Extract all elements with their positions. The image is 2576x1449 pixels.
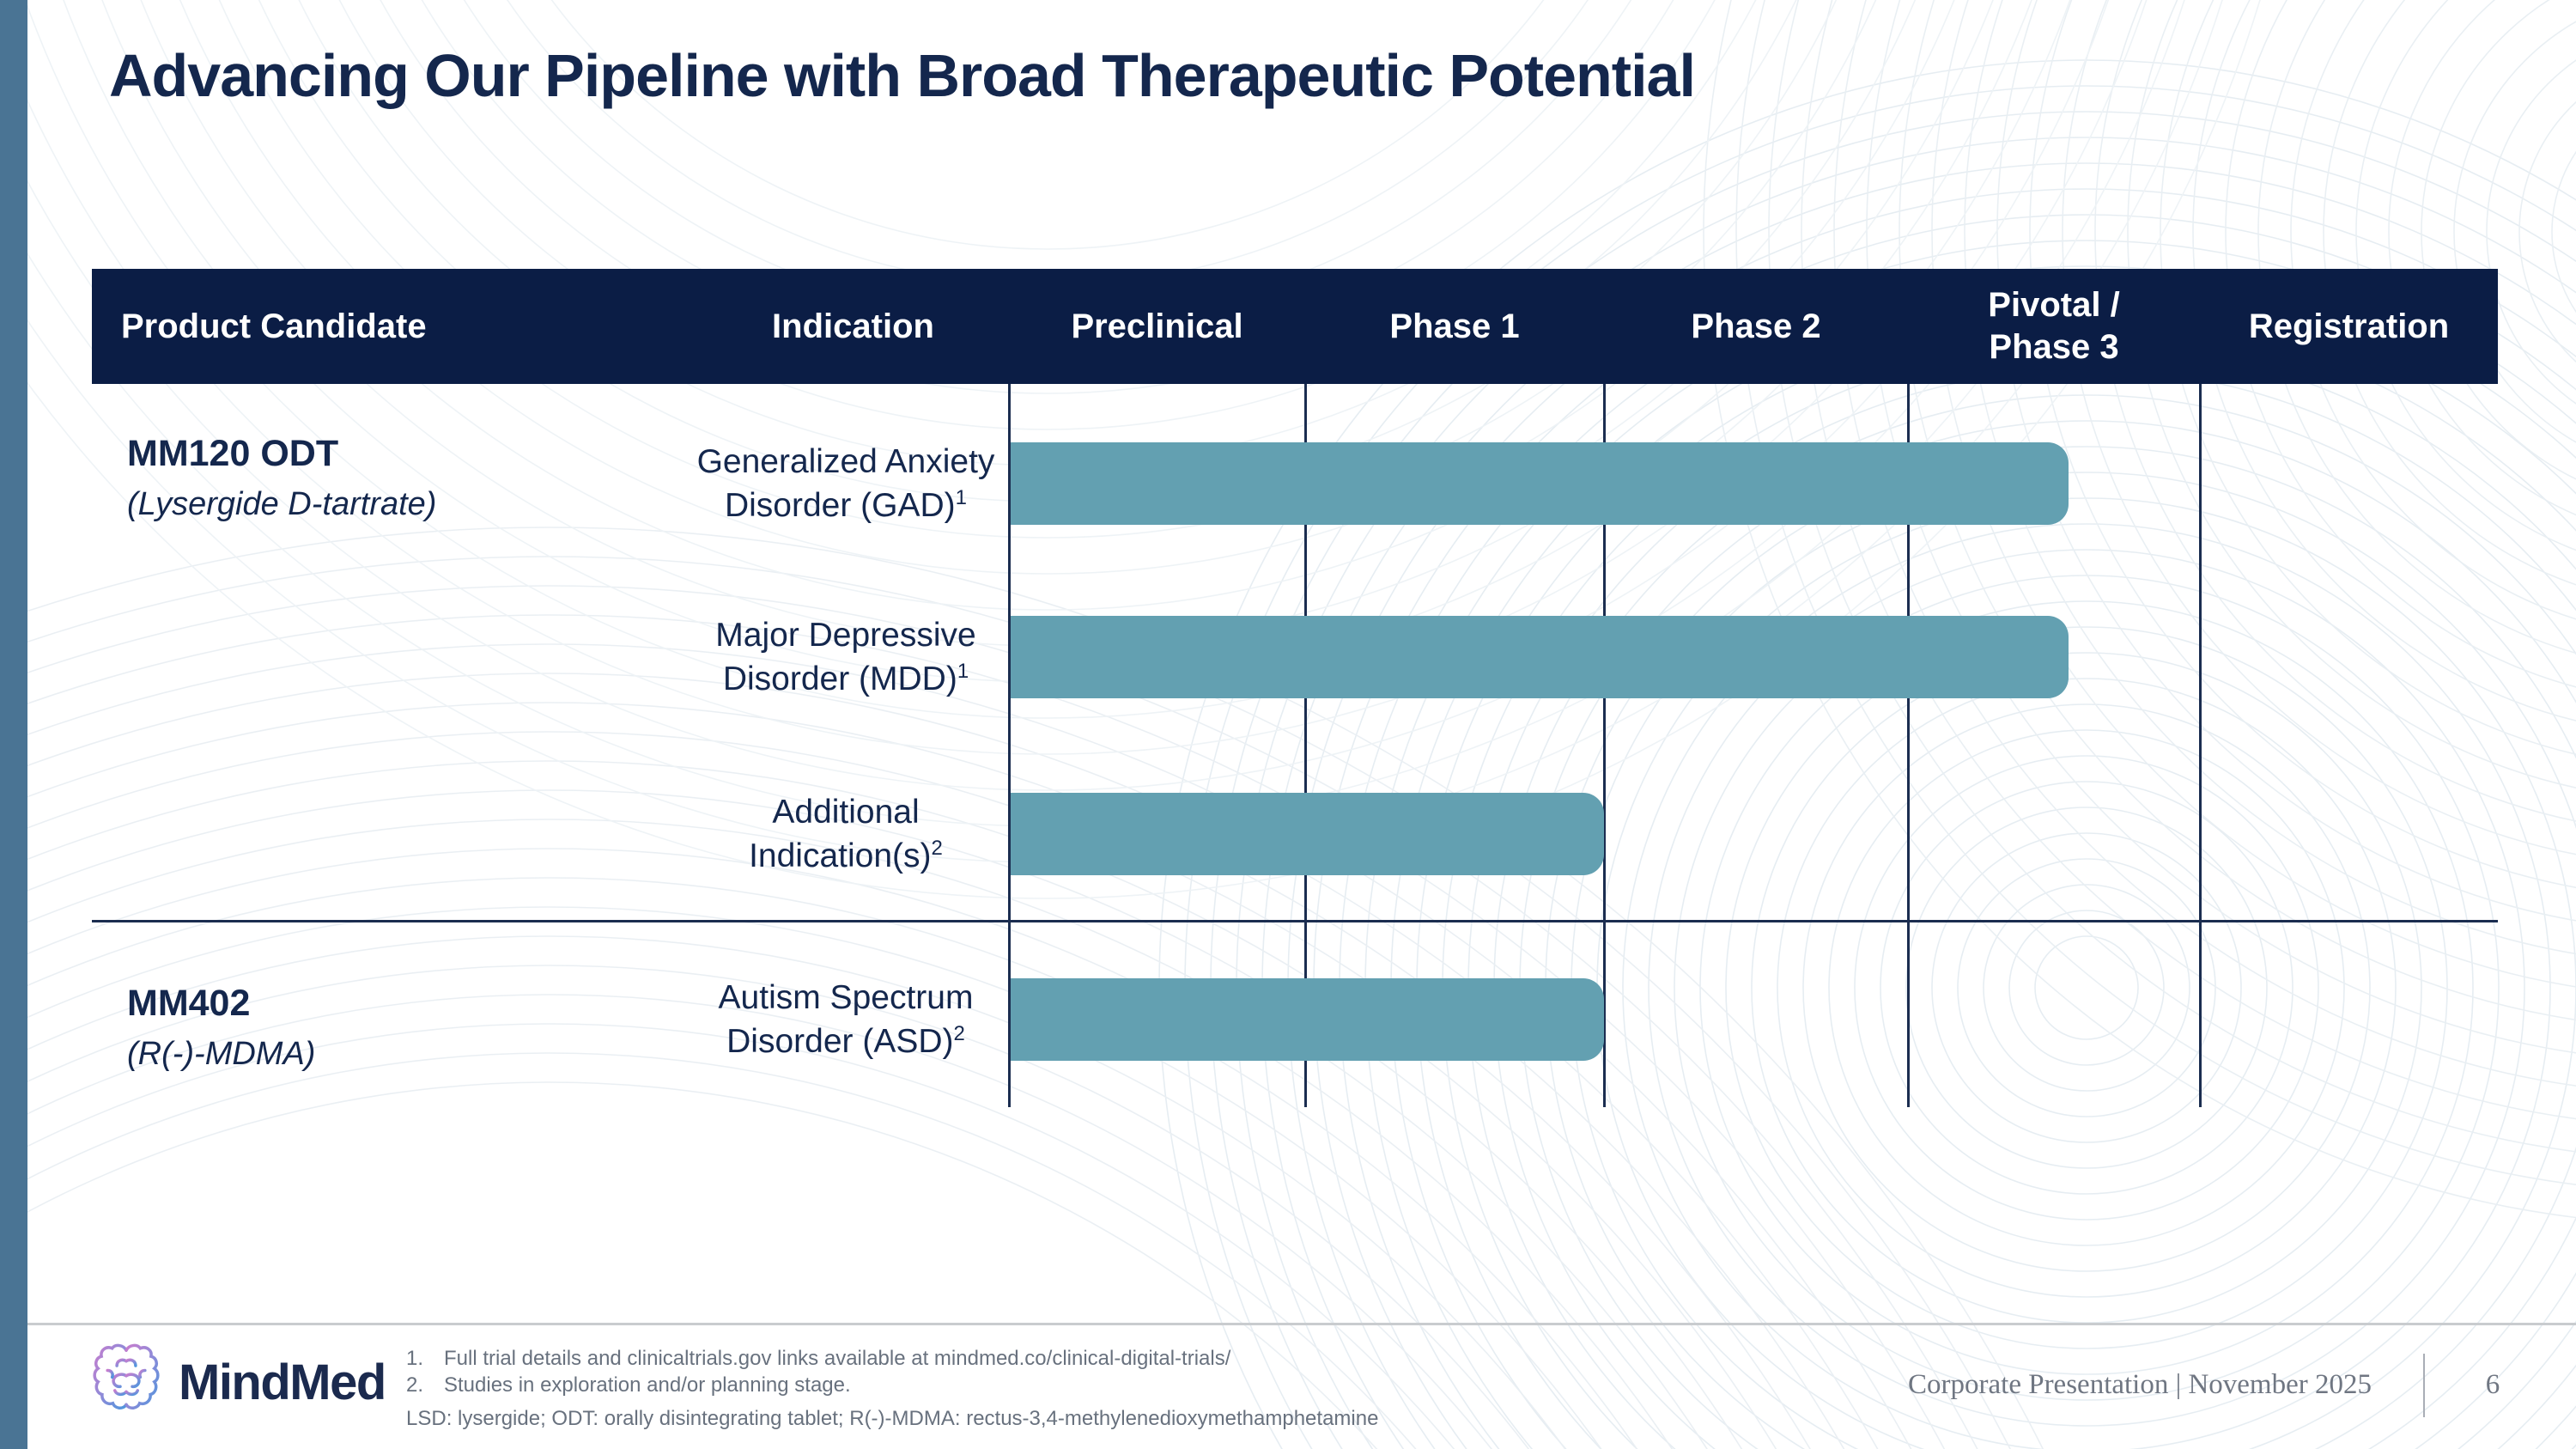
mindmed-brain-logo-icon — [93, 1343, 160, 1409]
column-header-pivotal-phase-3: Pivotal / Phase 3 — [1988, 286, 2120, 366]
progress-bar-asd — [1011, 978, 1604, 1061]
indication-mdd: Major Depressive Disorder (MDD)1 — [715, 617, 976, 697]
footer-presentation-label: Corporate Presentation | November 2025 — [1908, 1369, 2372, 1400]
gridline-pivotal-phase-3 — [1907, 384, 1910, 1107]
group-separator-line — [92, 920, 2498, 922]
gridline-preclinical — [1008, 384, 1011, 1107]
indication-asd: Autism Spectrum Disorder (ASD)2 — [718, 979, 974, 1060]
product-mm120-odt: MM120 ODT (Lysergide D-tartrate) — [127, 433, 437, 523]
column-header-product-candidate: Product Candidate — [121, 307, 427, 345]
mindmed-wordmark: MindMed — [179, 1355, 386, 1410]
progress-bar-gad — [1011, 442, 2069, 525]
footnote-list: 1. Full trial details and clinicaltrials… — [406, 1345, 1230, 1398]
page-number: 6 — [2485, 1369, 2500, 1400]
progress-bar-additional — [1011, 793, 1604, 875]
column-header-indication: Indication — [772, 307, 934, 345]
abbreviation-note: LSD: lysergide; ODT: orally disintegrati… — [406, 1407, 1379, 1430]
gridline-phase-1 — [1304, 384, 1307, 1107]
column-header-phase-2: Phase 2 — [1691, 307, 1821, 345]
left-accent-bar — [0, 0, 27, 1449]
column-header-registration: Registration — [2248, 307, 2450, 345]
progress-bar-mdd — [1011, 616, 2069, 698]
footnote-ref: 1 — [955, 486, 968, 509]
column-header-phase-1: Phase 1 — [1389, 307, 1520, 345]
indication-gad: Generalized Anxiety Disorder (GAD)1 — [696, 443, 995, 524]
footer-page-divider — [2423, 1354, 2425, 1417]
gridline-registration — [2199, 384, 2202, 1107]
gridline-phase-2 — [1603, 384, 1606, 1107]
footnote-ref: 2 — [931, 837, 943, 860]
footnote-2: 2. Studies in exploration and/or plannin… — [406, 1373, 851, 1397]
product-mm402: MM402 (R(-)-MDMA) — [127, 983, 316, 1073]
footnote-1: 1. Full trial details and clinicaltrials… — [406, 1347, 1231, 1370]
footnote-ref: 2 — [953, 1022, 965, 1045]
footnote-ref: 1 — [957, 660, 969, 683]
indication-additional: Additional Indication(s)2 — [749, 794, 943, 874]
footer-divider-line — [27, 1323, 2576, 1325]
column-header-preclinical: Preclinical — [1071, 307, 1243, 345]
slide-title: Advancing Our Pipeline with Broad Therap… — [109, 42, 1696, 109]
pipeline-table-header: Product Candidate Indication Preclinical… — [92, 269, 2498, 384]
